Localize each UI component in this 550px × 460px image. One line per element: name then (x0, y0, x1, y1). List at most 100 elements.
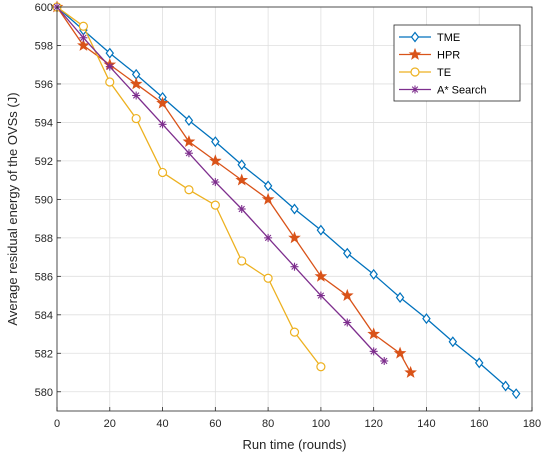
data-point-hpr (261, 192, 275, 205)
data-point-hpr (209, 154, 222, 167)
data-point-a-search (184, 149, 193, 158)
asterisk-stroke (291, 263, 298, 270)
x-axis-label: Run time (rounds) (242, 437, 346, 452)
asterisk-stroke (381, 357, 388, 365)
asterisk-stroke (344, 319, 351, 326)
data-point-tme (369, 268, 378, 280)
data-point-hpr (314, 269, 328, 282)
asterisk-stroke (411, 86, 419, 93)
x-tick-label: 140 (417, 418, 435, 430)
y-tick-label: 596 (35, 79, 53, 91)
data-point-hpr (340, 288, 354, 301)
data-point-te (184, 185, 194, 195)
legend-marker (411, 85, 419, 94)
x-tick-label: 100 (312, 418, 330, 430)
legend-label: A* Search (437, 85, 487, 97)
y-tick-label: 598 (35, 40, 53, 52)
y-tick-label: 594 (35, 117, 53, 129)
legend-marker (410, 31, 420, 43)
data-point-hpr (404, 365, 417, 378)
asterisk-stroke (370, 348, 377, 355)
x-tick-label: 180 (523, 418, 541, 430)
data-point-a-search (380, 356, 389, 365)
y-tick-label: 588 (35, 233, 53, 245)
data-point-a-search (290, 262, 299, 271)
legend-label: HPR (437, 50, 460, 62)
data-point-tme (316, 224, 326, 236)
data-point-tme (422, 313, 431, 325)
data-point-hpr (393, 346, 407, 359)
data-point-te (237, 256, 247, 266)
y-tick-label: 590 (35, 194, 53, 206)
y-tick-label: 600 (35, 2, 53, 14)
data-point-tme (263, 180, 273, 192)
series-layer (50, 0, 521, 400)
x-tick-label: 20 (104, 418, 116, 430)
data-point-tme (501, 380, 510, 392)
legend-marker (408, 47, 422, 60)
asterisk-stroke (264, 234, 272, 242)
data-point-te (157, 167, 168, 178)
data-point-a-search (264, 233, 273, 242)
data-point-te (105, 77, 115, 87)
x-tick-label: 0 (54, 418, 60, 430)
data-point-tme (343, 247, 352, 259)
asterisk-stroke (106, 63, 113, 70)
asterisk-stroke (212, 178, 219, 186)
data-point-hpr (182, 135, 196, 148)
legend-label: TME (437, 32, 460, 44)
y-tick-label: 584 (35, 310, 53, 322)
plot-frame (56, 6, 533, 412)
data-point-te (289, 327, 300, 337)
data-point-tme (237, 159, 246, 171)
data-point-tme (290, 203, 299, 215)
asterisk-stroke (80, 34, 87, 41)
data-point-a-search (105, 62, 114, 71)
x-tick-label: 60 (209, 418, 221, 430)
asterisk-stroke (317, 292, 325, 299)
data-point-a-search (79, 33, 88, 42)
legend-marker (410, 67, 420, 77)
data-point-hpr (129, 77, 143, 90)
y-tick-label: 582 (35, 348, 53, 360)
data-point-a-search (132, 91, 141, 100)
data-point-tme (105, 47, 115, 59)
x-tick-label: 120 (364, 418, 382, 430)
data-point-a-search (343, 318, 352, 327)
series-te (52, 2, 326, 372)
data-point-tme (474, 357, 484, 369)
data-point-tme (511, 388, 521, 400)
data-point-tme (211, 136, 220, 148)
legend-item-a-search: A* Search (399, 85, 487, 97)
series-line-a-search (56, 6, 385, 362)
axis-ticks: 0 20 40 60 80 100 120 140 160 180 580 582 584 586 588 5… (35, 2, 542, 430)
asterisk-stroke (185, 149, 193, 157)
asterisk-stroke (238, 205, 245, 213)
data-point-hpr (77, 38, 90, 51)
data-point-te (316, 362, 326, 372)
asterisk-stroke (159, 121, 166, 128)
legend-label: TE (437, 67, 451, 79)
data-point-tme (184, 115, 194, 126)
legend-item-te: TE (399, 67, 451, 79)
x-tick-label: 160 (470, 418, 488, 430)
x-tick-label: 40 (156, 418, 168, 430)
data-point-te (78, 21, 88, 31)
data-point-a-search (316, 291, 325, 300)
series-a-search (53, 3, 389, 365)
data-point-te (210, 200, 220, 210)
legend-item-hpr: HPR (399, 47, 460, 62)
data-point-hpr (288, 231, 301, 244)
data-point-hpr (235, 173, 249, 186)
y-tick-label: 586 (35, 271, 53, 283)
asterisk-stroke (132, 92, 140, 99)
y-tick-label: 592 (35, 156, 53, 168)
data-point-te (131, 113, 141, 124)
data-point-a-search (211, 178, 220, 187)
data-point-a-search (237, 205, 246, 213)
data-point-a-search (369, 347, 378, 356)
data-point-hpr (367, 327, 380, 340)
legend-item-tme: TME (399, 31, 460, 44)
data-point-tme (395, 292, 405, 303)
